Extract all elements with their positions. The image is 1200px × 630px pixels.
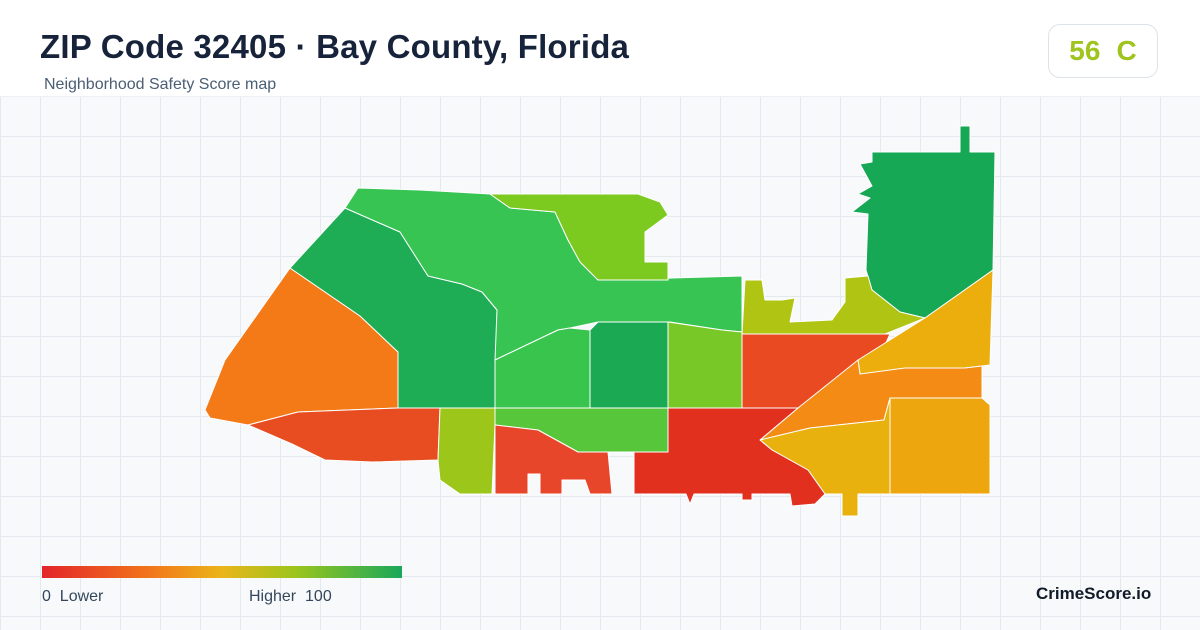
- map-region-south-east-red[interactable]: [633, 407, 826, 507]
- page-subtitle: Neighborhood Safety Score map: [44, 76, 277, 93]
- map-region-central-east-green[interactable]: [667, 321, 743, 409]
- map-region-south-yellowgreen[interactable]: [437, 407, 496, 495]
- page-title: ZIP Code 32405 · Bay County, Florida: [40, 28, 630, 65]
- map-region-southeast-orange[interactable]: [889, 397, 991, 495]
- map-region-east-yellowgreen[interactable]: [741, 275, 926, 335]
- legend-low-label: Lower: [59, 588, 104, 605]
- legend-high-value: 100: [305, 588, 332, 605]
- map-region-south-red[interactable]: [494, 424, 613, 495]
- legend-gradient-bar: [42, 566, 402, 578]
- legend-low-value: 0: [42, 588, 51, 605]
- header-bar: ZIP Code 32405 · Bay County, Florida Nei…: [0, 0, 1200, 97]
- legend-high-label: Higher: [249, 588, 297, 605]
- legend-high: Higher 100: [249, 588, 332, 606]
- map-region-central-dark[interactable]: [589, 321, 669, 409]
- map-region-north-inlet[interactable]: [489, 193, 669, 281]
- score-badge: 56 C: [1048, 24, 1158, 78]
- score-value: 56: [1069, 35, 1101, 66]
- brand-name: CrimeScore.io: [1036, 584, 1152, 603]
- score-grade: C: [1116, 35, 1137, 66]
- legend-low: 0 Lower: [42, 588, 103, 606]
